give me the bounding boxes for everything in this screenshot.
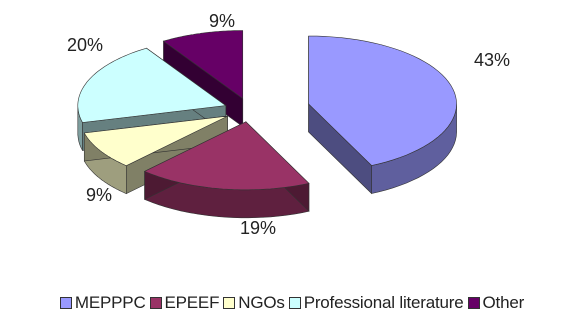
- chart-legend: MEPPPC EPEEF NGOs Professional literature Ot…: [0, 289, 584, 317]
- pie-slice-1-top: [143, 121, 310, 191]
- legend-item-1: EPEEF: [149, 293, 220, 313]
- value-label-4: 9%: [209, 11, 235, 31]
- legend-item-0: MEPPPC: [59, 293, 146, 313]
- legend-swatch-3: [288, 297, 301, 309]
- value-label-3: 20%: [67, 35, 103, 55]
- value-label-2: 9%: [86, 185, 112, 205]
- legend-item-3: Professional literature: [288, 293, 464, 313]
- legend-label-2: NGOs: [238, 293, 285, 312]
- pie-slice-0-top: [308, 35, 457, 166]
- legend-item-4: Other: [467, 293, 525, 313]
- legend-swatch-2: [223, 297, 236, 309]
- legend-label-4: Other: [482, 293, 525, 312]
- pie-slice-0: [308, 35, 457, 195]
- legend-label-1: EPEEF: [164, 293, 220, 312]
- legend-label-3: Professional literature: [303, 293, 464, 312]
- pie-slice-2-top: [83, 115, 228, 167]
- pie-slice-4-top: [162, 30, 243, 100]
- legend-item-2: NGOs: [223, 293, 285, 313]
- value-label-1: 19%: [240, 218, 276, 238]
- pie-slice-1: [143, 121, 310, 219]
- legend-swatch-0: [59, 297, 72, 309]
- legend-swatch-4: [467, 297, 480, 309]
- legend-label-0: MEPPPC: [74, 293, 146, 312]
- pie-slice-3-top: [77, 47, 227, 123]
- value-label-0: 43%: [474, 50, 510, 70]
- legend-swatch-1: [149, 297, 162, 309]
